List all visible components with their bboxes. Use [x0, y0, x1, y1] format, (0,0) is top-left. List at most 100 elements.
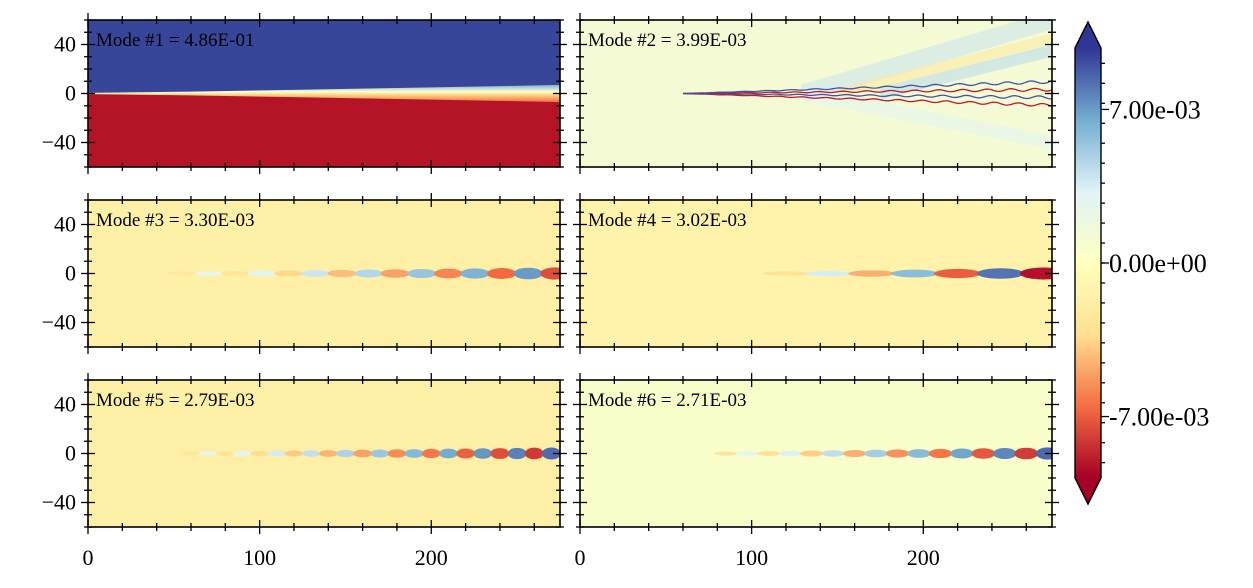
- panel-2-streak: [878, 44, 1052, 100]
- y-tick-label: 0: [65, 81, 76, 106]
- mode-label-4: Mode #4 = 3.02E-03: [588, 210, 746, 231]
- panel-6-wave-cell: [842, 449, 867, 458]
- panel-5-wave-cell: [541, 447, 560, 460]
- y-tick-label: 40: [54, 32, 76, 57]
- panel-5-wave-cell: [456, 448, 476, 459]
- panel-5-wave-cell: [404, 449, 424, 458]
- panel-2-streak: [836, 33, 1052, 99]
- panel-4-wave-cell: [762, 271, 810, 276]
- panel-5-wave-cell: [370, 449, 390, 458]
- panel-5-wave-cell: [507, 447, 527, 460]
- panel-5-wave-cell: [524, 447, 544, 460]
- mode-label-6: Mode #6 = 2.71E-03: [588, 390, 746, 411]
- mode-panel-4: [580, 200, 1052, 347]
- panel-2-wake-line: [682, 80, 1052, 95]
- mode-panel-6: [580, 380, 1052, 527]
- x-tick-label: 0: [575, 545, 586, 570]
- panel-3-wave-cell: [487, 268, 517, 279]
- mode-panel-3: [88, 200, 560, 347]
- mode-label-5: Mode #5 = 2.79E-03: [96, 390, 254, 411]
- panel-2-wake-line: [682, 92, 1052, 100]
- colorbar-gradient: [1075, 48, 1101, 478]
- mode-panel-2: [580, 20, 1052, 167]
- panel-2-wake-line: [682, 87, 1052, 95]
- panel-6-wave-cell: [799, 450, 824, 457]
- panel-3-wave-cell: [167, 271, 198, 276]
- panel-6-wave-cell: [821, 450, 845, 457]
- panel-2-streak: [801, 86, 1052, 150]
- y-tick-label: −40: [42, 490, 76, 515]
- panel-5-wave-cell: [318, 450, 338, 457]
- panel-3-wave-cell: [433, 268, 464, 279]
- panel-6-wave-cell: [907, 449, 931, 458]
- x-tick-label: 0: [83, 545, 94, 570]
- panel-3-ticks: [81, 193, 567, 354]
- colorbar-extend-bottom: [1075, 478, 1101, 504]
- panel-6-wave-cell: [971, 448, 996, 459]
- x-tick-label: 100: [735, 545, 768, 570]
- y-tick-label: −40: [42, 310, 76, 335]
- colorbar-tick-label: -7.00e-03: [1109, 403, 1209, 432]
- x-tick-label: 200: [907, 545, 940, 570]
- y-tick-label: −40: [42, 130, 76, 155]
- panel-6-wave-cell: [735, 451, 760, 456]
- x-tick-label: 200: [415, 545, 448, 570]
- panel-5-wave-cell: [353, 449, 373, 458]
- panel-3-wave-cell: [353, 269, 384, 278]
- panel-5-wave-cell: [284, 450, 304, 457]
- panel-5-wave-cell: [233, 451, 252, 456]
- y-tick-label: 0: [65, 261, 76, 286]
- panel-1-shear-layer: [88, 84, 560, 103]
- y-tick-label: 0: [65, 441, 76, 466]
- panel-5-wave-cell: [267, 450, 287, 457]
- panel-6-wave-cell: [778, 450, 803, 457]
- mode-label-2: Mode #2 = 3.99E-03: [588, 30, 746, 51]
- panel-2-ticks: [573, 13, 1059, 174]
- y-tick-label: 40: [54, 212, 76, 237]
- panel-5-wave-cell: [250, 450, 270, 457]
- colorbar-ticks: [1101, 62, 1109, 464]
- panel-5-wave-cell: [438, 448, 458, 459]
- mode-panel-1: [88, 20, 560, 167]
- panel-5-wave-cell: [181, 451, 201, 456]
- panel-6-wave-cell: [993, 447, 1017, 460]
- panel-3-wave-cell: [380, 269, 410, 278]
- panel-4-wave-cell: [934, 268, 982, 279]
- panel-6-wave-cell: [757, 451, 781, 456]
- panel-6-wave-cell: [714, 451, 738, 456]
- x-tick-label: 100: [243, 545, 276, 570]
- panel-3-wave-cell: [540, 267, 560, 280]
- colorbar-tick-label: 7.00e-03: [1109, 95, 1201, 124]
- panel-6-wave-cell: [864, 449, 888, 458]
- panel-3-wave-cell: [194, 271, 224, 276]
- panel-4-wave-cell: [848, 270, 896, 277]
- mode-panel-5: [88, 380, 560, 527]
- colorbar: 7.00e-03 0.00e+00 -7.00e-03: [1074, 20, 1209, 506]
- panel-1-negative-region: [88, 93, 560, 167]
- axes-group: Mode #1 = 4.86E-01 40 0 −40 Mode #2 = 3.99E-…: [42, 13, 1059, 570]
- panel-5-wave-cell: [215, 451, 235, 456]
- colorbar-outline: [1074, 20, 1102, 506]
- panel-5-wave-cell: [421, 448, 441, 459]
- panel-3-wave-cell: [407, 268, 437, 279]
- panel-5-ticks: [81, 373, 567, 534]
- colorbar-tick-label: 0.00e+00: [1109, 249, 1207, 278]
- panel-4-wave-cell: [1019, 267, 1052, 280]
- panel-4-wave-cell: [891, 269, 939, 278]
- panel-3-wave-cell: [247, 270, 277, 277]
- panel-6-ticks: [573, 373, 1059, 534]
- panel-5-wave-cell: [198, 451, 218, 456]
- panel-1-positive-region: [88, 20, 560, 94]
- panel-4-wave-cell: [976, 268, 1025, 279]
- panel-3-wave-cell: [220, 271, 251, 276]
- panel-3-wave-cell: [327, 269, 357, 278]
- panel-6-wave-cell: [1035, 447, 1052, 460]
- panel-6-wave-cell: [950, 448, 974, 459]
- panel-3-wave-cell: [460, 268, 490, 279]
- panel-6-wave-cell: [1014, 447, 1039, 460]
- panel-2-wake-line: [682, 92, 1052, 108]
- panel-6-wave-cell: [928, 448, 953, 459]
- panel-1-ticks: [81, 13, 567, 174]
- panel-5-wave-cell: [301, 450, 321, 457]
